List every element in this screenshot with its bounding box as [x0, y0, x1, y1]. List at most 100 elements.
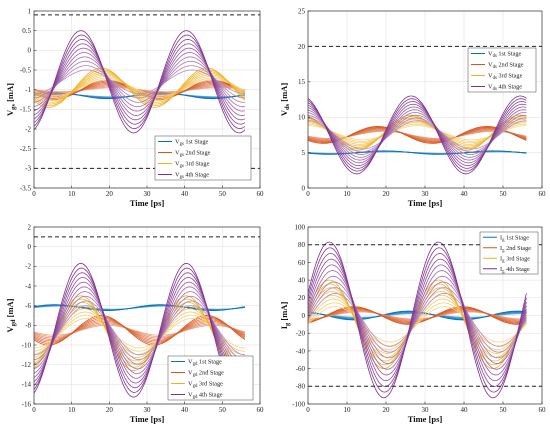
y-tick-label: -14 [22, 381, 32, 389]
x-tick-label: 20 [383, 406, 391, 414]
y-tick-label: 0 [28, 47, 32, 55]
y-tick-label: 80 [298, 241, 306, 249]
x-tick-label: 0 [306, 190, 310, 198]
chart-panel-4: 0 10 20 30 40 50 60 -100 -80 -60 -40 -20 0 20 40 60 80 10… [279, 223, 546, 424]
legend-entry-2: Vgs 2nd Stage [175, 150, 211, 159]
y-tick-label: 10 [298, 114, 306, 122]
series-1-line [34, 304, 245, 311]
x-tick-label: 30 [422, 406, 430, 414]
chart-panel-1: 0 10 20 30 40 50 60 -3.5 -3 -2.5 -2 -1.5 -1 -0.5 0 0.5 1… [5, 7, 264, 208]
x-tick-label: 0 [306, 406, 310, 414]
y-tick-label: -2.5 [20, 145, 32, 153]
y-tick-label: -60 [296, 365, 306, 373]
y-tick-label: -12 [22, 361, 32, 369]
series-4-line [308, 95, 527, 175]
x-tick-label: 10 [344, 406, 352, 414]
data-layer [34, 236, 260, 398]
series-3-line [34, 298, 246, 368]
y-axis-label: Vds [mA] [279, 83, 291, 116]
series-4-line [308, 292, 527, 347]
x-tick-label: 20 [106, 190, 114, 198]
y-tick-label: -2 [25, 125, 31, 133]
series-3-line [308, 302, 527, 347]
x-tick-label: 0 [32, 406, 36, 414]
legend-entry-4: Vgs 4th Stage [175, 172, 209, 181]
y-axis-label: Vgs [mA] [5, 83, 17, 116]
legend-box [154, 135, 252, 181]
series-3-line [308, 306, 527, 343]
series-4-line [308, 258, 527, 382]
data-layer [308, 45, 542, 175]
y-tick-label: -3.5 [20, 184, 32, 192]
x-tick-label: 20 [106, 406, 114, 414]
y-tick-label: 1 [28, 7, 32, 15]
y-axis-label: Ig [mA] [279, 302, 291, 330]
series-4-line [34, 69, 245, 95]
x-tick-label: 40 [461, 190, 469, 198]
x-tick-label: 40 [181, 190, 189, 198]
y-tick-label: -20 [296, 330, 306, 338]
series-4-line [308, 275, 527, 364]
legend-entry-2: Ig 2nd Stage [500, 245, 531, 254]
y-tick-label: 100 [295, 223, 306, 231]
legend: Vds 1st Stage Vds 2nd Stage Vds 3rd Stage V… [467, 47, 537, 93]
legend-entry-1: Vgd 1st Stage [188, 359, 222, 368]
y-tick-label: 2 [28, 223, 32, 231]
y-tick-label: -4 [25, 282, 31, 290]
legend-entry-3: Vds 3rd Stage [488, 73, 523, 82]
series-4-line [34, 65, 245, 99]
legend-box [467, 47, 537, 93]
y-tick-label: -16 [22, 400, 32, 408]
y-tick-label: -40 [296, 347, 306, 355]
x-tick-label: 50 [500, 406, 508, 414]
x-axis-label: Time [ps] [408, 198, 443, 208]
x-tick-label: 40 [181, 406, 189, 414]
series-4-line [308, 247, 527, 393]
x-tick-label: 30 [422, 190, 430, 198]
y-tick-label: 20 [298, 294, 306, 302]
y-tick-label: -1.5 [20, 106, 32, 114]
legend-entry-1: Ig 1st Stage [500, 234, 529, 243]
x-axis-label: Time [ps] [408, 414, 443, 424]
y-tick-label: -8 [25, 322, 31, 330]
y-tick-label: 0.5 [22, 27, 31, 35]
y-tick-label: 0 [28, 243, 32, 251]
x-tick-label: 10 [344, 190, 352, 198]
legend: Vgd 1st Stage Vgd 2nd Stage Vgd 3rd Stage V… [167, 355, 254, 401]
x-tick-label: 20 [383, 190, 391, 198]
series-4-line [308, 241, 527, 399]
legend: Vgs 1st Stage Vgs 2nd Stage Vgs 3rd Stage V… [154, 135, 252, 181]
legend-entry-1: Vds 1st Stage [488, 51, 522, 60]
x-tick-label: 60 [257, 190, 265, 198]
x-tick-label: 50 [500, 190, 508, 198]
series-1 [34, 304, 245, 311]
series-4-line [308, 253, 527, 387]
data-layer [34, 14, 260, 169]
x-tick-label: 30 [144, 190, 152, 198]
x-tick-label: 50 [219, 406, 227, 414]
y-tick-label: -6 [25, 302, 31, 310]
series-4 [308, 241, 527, 399]
y-tick-label: -2 [25, 263, 31, 271]
legend-box [167, 355, 254, 401]
y-tick-label: 20 [298, 43, 306, 51]
legend-entry-4: Vgd 4th Stage [188, 392, 223, 401]
series-4 [34, 263, 246, 398]
data-layer [308, 241, 542, 399]
legend-entry-4: Vds 4th Stage [488, 84, 522, 93]
y-tick-label: 40 [298, 277, 306, 285]
legend-entry-3: Vgs 3rd Stage [175, 161, 210, 170]
y-axis-label: Vgd [mA] [5, 298, 17, 332]
x-tick-label: 10 [68, 406, 76, 414]
x-tick-label: 40 [461, 406, 469, 414]
x-tick-label: 60 [539, 190, 547, 198]
y-tick-label: -0.5 [20, 66, 32, 74]
y-tick-label: -10 [22, 341, 32, 349]
y-tick-label: -80 [296, 383, 306, 391]
legend-entry-3: Ig 3rd Stage [500, 255, 530, 264]
x-tick-label: 60 [257, 406, 265, 414]
x-axis-label: Time [ps] [130, 414, 165, 424]
y-tick-label: 5 [302, 149, 306, 157]
legend-entry-4: Ig 4th Stage [500, 266, 530, 275]
series-4 [308, 95, 527, 175]
